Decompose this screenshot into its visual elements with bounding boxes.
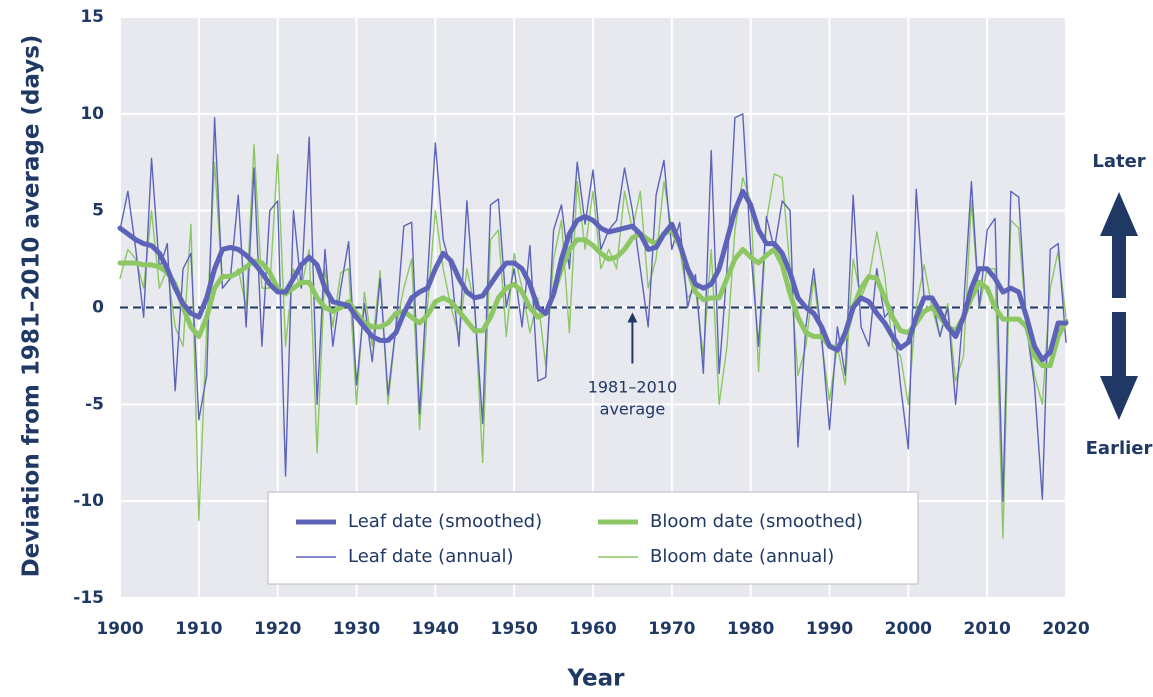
x-tick-label: 1950: [491, 619, 538, 639]
legend: Leaf date (smoothed) Bloom date (smoothed…: [267, 491, 919, 585]
series-line: [117, 188, 1069, 363]
series-line: [119, 113, 1067, 502]
series-line: [119, 144, 1067, 539]
x-tick-label: 1980: [727, 619, 774, 639]
x-tick-label: 1940: [412, 619, 459, 639]
lines: [117, 113, 1069, 539]
x-tick-label: 1910: [175, 619, 222, 639]
x-tick-label: 2000: [885, 619, 932, 639]
y-axis-title: Deviation from 1981–2010 average (days): [19, 35, 45, 578]
x-tick-label: 2020: [1042, 619, 1089, 639]
x-tick-label: 1920: [254, 619, 301, 639]
arrow-up: [1100, 192, 1138, 298]
x-tick-label: 2010: [964, 619, 1011, 639]
y-tick-label: 5: [92, 201, 104, 221]
y-tick-label: -15: [73, 588, 104, 608]
y-tick-label: -5: [85, 394, 104, 414]
series-line: [117, 227, 1069, 369]
arrow-down: [1100, 312, 1138, 420]
legend-label: Leaf date (annual): [348, 546, 514, 567]
legend-label: Leaf date (smoothed): [348, 511, 542, 532]
x-tick-label: 1990: [806, 619, 853, 639]
legend-label: Bloom date (smoothed): [650, 511, 863, 532]
y-tick-label: 15: [80, 7, 104, 27]
y-tick-label: 10: [80, 104, 104, 124]
x-tick-label: 1930: [333, 619, 380, 639]
ticks: -15 -10 -5 0 5 10 15 1900 1910 1920 1930 1940 1950 19…: [73, 7, 1090, 639]
direction-up-label: Later: [1092, 151, 1145, 172]
legend-box: [267, 491, 919, 585]
x-axis-title: Year: [566, 666, 625, 692]
y-tick-label: 0: [92, 298, 104, 318]
y-tick-label: -10: [73, 491, 104, 511]
annotation-arrowhead: [627, 312, 638, 323]
annotation-text: average: [600, 400, 666, 419]
x-tick-label: 1900: [96, 619, 143, 639]
legend-label: Bloom date (annual): [650, 546, 834, 567]
direction-down-label: Earlier: [1086, 438, 1153, 459]
annotation-text: 1981–2010: [588, 378, 677, 397]
x-tick-label: 1970: [648, 619, 695, 639]
x-tick-label: 1960: [569, 619, 616, 639]
